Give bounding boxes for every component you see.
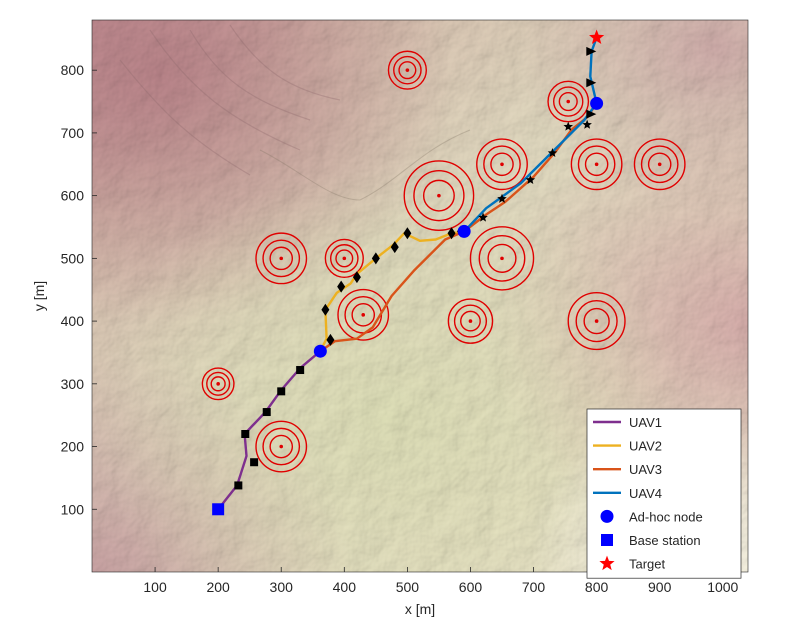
- uav4-waypoint: [586, 46, 597, 56]
- legend: UAV1 UAV2 UAV3 UAV4 Ad-hoc node Base station T…: [586, 408, 742, 579]
- y-axis-label: y [m]: [31, 281, 47, 311]
- uav3-waypoint: [478, 212, 488, 222]
- svg-text:UAV1: UAV1: [629, 415, 662, 430]
- x-tick-label: 700: [522, 579, 546, 595]
- terrain-background: [92, 20, 748, 572]
- uav3-waypoint: [563, 121, 573, 131]
- y-tick-label: 800: [61, 62, 85, 78]
- adhoc-node: [590, 96, 604, 110]
- legend-item-target: Target: [599, 555, 666, 572]
- svg-text:Target: Target: [629, 557, 666, 572]
- uav1-waypoint: [234, 481, 243, 490]
- uav4-waypoint: [586, 109, 597, 119]
- obstacle-7: [255, 232, 308, 285]
- obstacle-1: [387, 50, 428, 90]
- path-uav4: [463, 36, 598, 233]
- obstacle-5: [633, 138, 686, 191]
- obstacle-2: [547, 80, 590, 123]
- y-tick-label: 400: [61, 313, 85, 329]
- x-tick-label: 500: [396, 579, 420, 595]
- y-tick-label: 700: [61, 125, 85, 141]
- uav2-waypoint: [371, 252, 380, 265]
- legend-item-uav3: UAV3: [593, 462, 662, 477]
- target-star: [589, 29, 605, 45]
- obstacle-6: [403, 160, 475, 232]
- base-station: [212, 503, 225, 516]
- obstacle-3: [476, 138, 528, 191]
- x-axis-label: x [m]: [405, 601, 435, 617]
- uav1-waypoint: [262, 408, 271, 417]
- svg-text:Ad-hoc node: Ad-hoc node: [629, 509, 703, 524]
- uav1-waypoint: [296, 366, 305, 375]
- obstacle-9: [469, 226, 535, 291]
- uav3-waypoint: [547, 147, 558, 158]
- svg-text:UAV2: UAV2: [629, 439, 662, 454]
- legend-item-base-station: Base station: [601, 533, 701, 548]
- obstacle-rings: [201, 50, 686, 473]
- y-tick-label: 600: [61, 188, 85, 204]
- uav2-waypoint: [337, 280, 346, 293]
- x-tick-label: 1000: [707, 579, 738, 595]
- obstacle-8: [324, 238, 364, 278]
- obstacle-4: [570, 138, 623, 191]
- uav2-waypoint: [390, 241, 399, 254]
- y-tick-label: 100: [61, 501, 85, 517]
- uav2-waypoint: [352, 271, 361, 284]
- obstacle-14: [255, 420, 308, 473]
- x-tick-label: 300: [270, 579, 294, 595]
- y-axis-ticks: 100 200 300 400 500 600 700 800: [61, 62, 97, 517]
- x-tick-label: 200: [206, 579, 230, 595]
- legend-item-uav4: UAV4: [593, 486, 662, 501]
- adhoc-node: [313, 344, 327, 358]
- y-tick-label: 200: [61, 439, 85, 455]
- uav2-waypoint: [321, 303, 330, 316]
- legend-item-uav2: UAV2: [593, 439, 662, 454]
- uav2-waypoint: [447, 227, 456, 240]
- svg-text:UAV4: UAV4: [629, 486, 662, 501]
- x-axis-ticks: 100 200 300 400 500 600 700 800 900 1000: [143, 567, 739, 595]
- uav1-waypoint: [277, 387, 286, 396]
- x-tick-label: 800: [585, 579, 609, 595]
- svg-text:Base station: Base station: [629, 533, 701, 548]
- obstacle-12: [567, 292, 626, 351]
- uav3-waypoint: [497, 193, 507, 203]
- adhoc-node: [457, 224, 471, 238]
- legend-item-uav1: UAV1: [593, 415, 662, 430]
- obstacle-13: [201, 367, 235, 401]
- legend-item-ad-hoc-node: Ad-hoc node: [600, 509, 703, 524]
- x-tick-label: 600: [459, 579, 483, 595]
- svg-text:UAV3: UAV3: [629, 462, 662, 477]
- uav1-waypoint: [241, 430, 250, 438]
- uav1-waypoint: [250, 458, 259, 467]
- uav4-waypoint: [586, 78, 597, 88]
- uav2-waypoint: [326, 333, 335, 346]
- y-tick-label: 500: [61, 250, 85, 266]
- plot-frame: [91, 19, 749, 573]
- uav2-waypoint: [403, 227, 412, 240]
- y-tick-label: 300: [61, 376, 85, 392]
- obstacle-11: [447, 298, 494, 344]
- x-tick-label: 400: [333, 579, 357, 595]
- x-tick-label: 100: [143, 579, 167, 595]
- markers: [212, 29, 605, 516]
- uav3-waypoint: [582, 119, 592, 129]
- uav3-waypoint: [525, 174, 536, 184]
- x-tick-label: 900: [648, 579, 672, 595]
